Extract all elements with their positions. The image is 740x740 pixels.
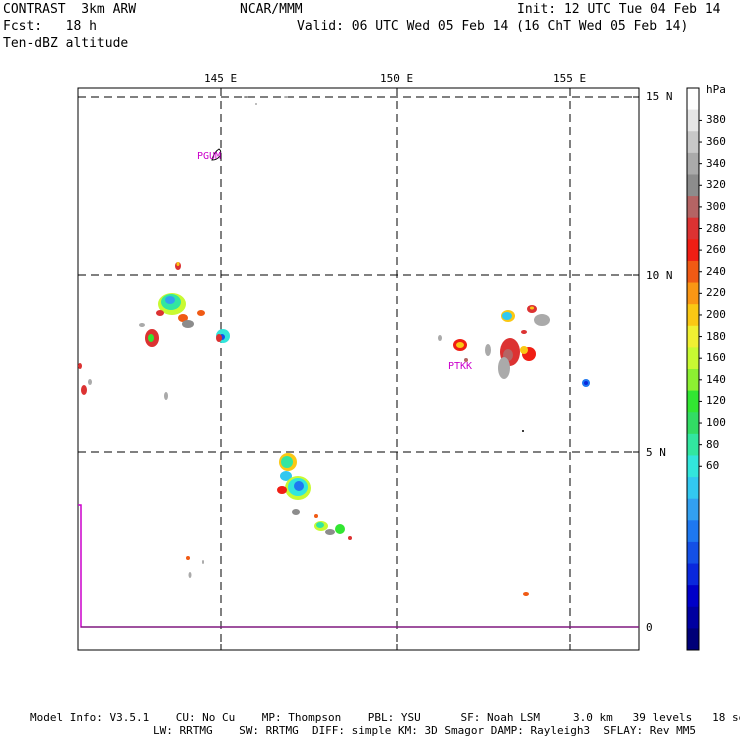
colorbar-swatch xyxy=(687,477,699,500)
colorbar-tick-label: 360 xyxy=(706,135,726,149)
colorbar-swatch xyxy=(687,628,699,651)
lat-label-10: 10 N xyxy=(646,269,673,282)
colorbar-tick-label: 280 xyxy=(706,221,726,235)
model-info-line1: Model Info: V3.5.1 CU: No Cu MP: Thompso… xyxy=(30,711,740,724)
colorbar-tick-label: 320 xyxy=(706,178,726,192)
colorbar-swatch xyxy=(687,131,699,154)
model-info-line2: LW: RRTMG SW: RRTMG DIFF: simple KM: 3D … xyxy=(153,724,697,737)
colorbar-tick-label: 160 xyxy=(706,351,726,365)
colorbar-frame xyxy=(686,87,700,651)
lat-label-0: 0 xyxy=(646,621,653,634)
colorbar-tick-label: 200 xyxy=(706,307,726,321)
colorbar-swatch xyxy=(687,585,699,608)
colorbar-tick-label: 260 xyxy=(706,243,726,257)
colorbar-swatch xyxy=(687,325,699,348)
colorbar-tick-label: 140 xyxy=(706,372,726,386)
colorbar-swatch xyxy=(687,260,699,284)
reflectivity-cells xyxy=(78,96,590,596)
colorbar-swatch xyxy=(687,174,699,197)
colorbar-swatch xyxy=(687,606,699,629)
station-ptkk: PTKK xyxy=(448,361,473,372)
colorbar-tick-label: 120 xyxy=(706,394,726,408)
model-title: CONTRAST 3km ARW xyxy=(3,2,137,17)
colorbar-swatch xyxy=(687,109,699,132)
valid-time: Valid: 06 UTC Wed 05 Feb 14 (16 ChT Wed … xyxy=(297,19,689,34)
colorbar-swatch xyxy=(687,498,699,521)
lon-label-150: 150 E xyxy=(380,72,414,85)
colorbar-tick-label: 60 xyxy=(706,459,720,473)
colorbar-swatch xyxy=(687,390,699,413)
colorbar-tick-label: 300 xyxy=(706,199,726,213)
colorbar xyxy=(686,87,702,651)
colorbar-swatch xyxy=(687,412,699,435)
graticule xyxy=(78,88,639,650)
colorbar-swatch xyxy=(687,520,699,543)
forecast-hour: Fcst: 18 h xyxy=(3,19,97,34)
colorbar-unit: hPa xyxy=(706,83,726,96)
colorbar-tick-label: 180 xyxy=(706,329,726,343)
colorbar-tick-label: 340 xyxy=(706,156,726,170)
colorbar-swatch xyxy=(687,196,699,219)
field-name: Ten-dBZ altitude xyxy=(3,36,129,51)
station-pgum: PGUM xyxy=(197,151,222,162)
lon-label-155: 155 E xyxy=(553,72,587,85)
colorbar-swatch xyxy=(687,347,699,370)
colorbar-swatch xyxy=(687,88,699,111)
colorbar-swatch xyxy=(687,304,699,327)
lat-label-15: 15 N xyxy=(646,90,673,103)
colorbar-tick-label: 240 xyxy=(706,264,726,278)
colorbar-swatch xyxy=(687,152,699,175)
lat-label-5: 5 N xyxy=(646,446,666,459)
frame-ticks xyxy=(220,88,639,650)
colorbar-swatch xyxy=(687,217,699,240)
colorbar-tick-label: 80 xyxy=(706,437,720,451)
lon-label-145: 145 E xyxy=(204,72,238,85)
colorbar-tick-label: 380 xyxy=(706,113,726,127)
colorbar-swatch xyxy=(687,282,699,305)
colorbar-swatch xyxy=(687,369,699,392)
map-frame xyxy=(77,87,640,651)
guam-coastline xyxy=(211,148,222,161)
colorbar-tick-label: 100 xyxy=(706,416,726,430)
colorbar-swatch xyxy=(687,455,699,478)
colorbar-swatch xyxy=(687,541,699,565)
init-time: Init: 12 UTC Tue 04 Feb 14 xyxy=(517,2,721,17)
colorbar-swatch xyxy=(687,433,699,456)
colorbar-swatch xyxy=(687,239,699,262)
colorbar-swatch xyxy=(687,563,699,586)
colorbar-tick-label: 220 xyxy=(706,286,726,300)
organization: NCAR/MMM xyxy=(240,2,303,17)
